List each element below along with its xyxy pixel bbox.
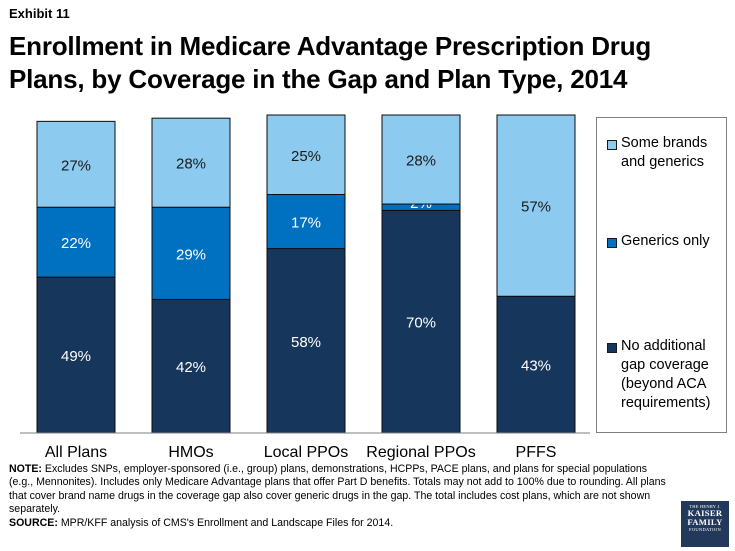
x-tick-label: All Plans <box>45 444 107 461</box>
logo-line: THE HENRY J. <box>689 504 721 509</box>
data-label: 25% <box>291 148 321 165</box>
legend-swatch-some-brands <box>607 140 617 150</box>
x-tick-label: PFFS <box>516 444 557 461</box>
bar-segment <box>266 248 346 434</box>
data-label: 22% <box>61 235 91 252</box>
legend-item-no-additional: No additional gap coverage (beyond ACA r… <box>607 337 731 413</box>
data-label: 49% <box>61 348 91 365</box>
x-tick-label: HMOs <box>168 444 213 461</box>
footnotes: NOTE: Excludes SNPs, employer-sponsored … <box>9 463 674 530</box>
chart-title: Enrollment in Medicare Advantage Prescri… <box>9 31 652 94</box>
legend-swatch-no-additional <box>607 343 617 353</box>
bar-segment <box>36 120 116 208</box>
x-tick-label: Regional PPOs <box>366 444 475 461</box>
data-label: 29% <box>176 246 206 263</box>
legend-label: No additional gap coverage (beyond ACA r… <box>621 338 711 411</box>
data-label: 28% <box>176 156 206 173</box>
bar-segment <box>381 114 461 205</box>
logo-line: FOUNDATION <box>689 527 721 532</box>
bar-segment <box>151 206 231 300</box>
note-label: NOTE: <box>9 463 42 475</box>
kff-logo: THE HENRY J. KAISER FAMILY FOUNDATION <box>681 501 729 547</box>
bar-segment <box>496 114 576 297</box>
logo-line: KAISER <box>687 508 723 518</box>
exhibit-label: Exhibit 11 <box>9 6 70 21</box>
legend-label: Some brands and generics <box>621 135 708 170</box>
data-label: 27% <box>61 157 91 174</box>
bar-segment <box>36 276 116 434</box>
legend: Some brands and generics Generics only N… <box>596 117 727 433</box>
data-label: 43% <box>521 358 551 375</box>
data-label: 58% <box>291 334 321 351</box>
data-label: 57% <box>521 199 551 216</box>
source: SOURCE: MPR/KFF analysis of CMS's Enroll… <box>9 517 674 530</box>
legend-item-generics-only: Generics only <box>607 232 731 251</box>
logo-line: FAMILY <box>687 517 723 527</box>
data-label: 28% <box>406 153 436 170</box>
note: NOTE: Excludes SNPs, employer-sponsored … <box>9 463 674 517</box>
source-text: MPR/KFF analysis of CMS's Enrollment and… <box>60 516 394 529</box>
data-label: 42% <box>176 359 206 376</box>
data-label: 17% <box>291 215 321 232</box>
legend-swatch-generics-only <box>607 238 617 248</box>
bar-segment <box>151 117 231 208</box>
x-tick-label: Local PPOs <box>264 444 348 461</box>
note-text: Excludes SNPs, employer-sponsored (i.e.,… <box>9 463 666 516</box>
data-label: 70% <box>406 315 436 332</box>
legend-item-some-brands: Some brands and generics <box>607 134 731 172</box>
bar-segment <box>266 194 346 250</box>
bar-segment <box>151 298 231 434</box>
bar-segment <box>381 209 461 434</box>
bar-segment <box>266 114 346 195</box>
source-label: SOURCE: <box>9 516 58 529</box>
legend-label: Generics only <box>621 233 710 249</box>
